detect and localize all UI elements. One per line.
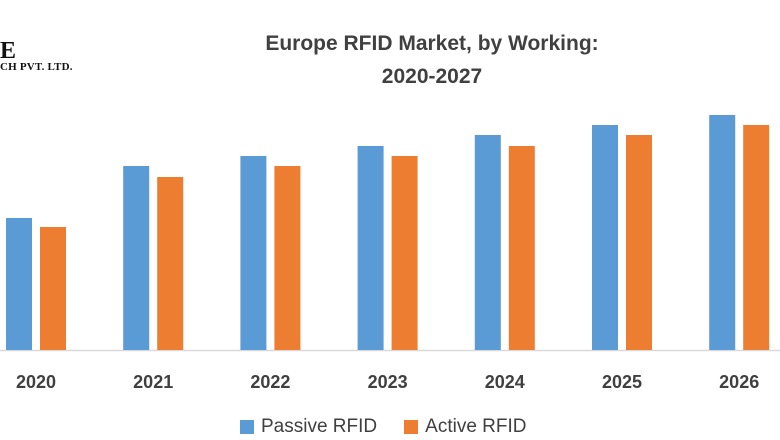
legend-swatch-active [404, 420, 419, 434]
x-tick-label: 2024 [485, 372, 525, 392]
chart-title-line-2: 2020-2027 [381, 65, 483, 88]
bar-passive-2021 [123, 166, 150, 350]
bar-passive-2023 [357, 146, 384, 350]
x-tick-label: 2022 [250, 372, 290, 392]
x-tick-label: 2023 [368, 372, 408, 392]
legend-label-passive: Passive RFID [261, 416, 378, 437]
bar-active-2024 [508, 146, 535, 350]
bar-active-2021 [157, 177, 184, 350]
bar-active-2026 [743, 125, 770, 350]
bar-passive-2026 [709, 115, 736, 350]
x-tick-label: 2026 [719, 372, 759, 392]
bar-passive-2024 [474, 135, 501, 350]
legend-item-active: Active RFID [404, 416, 527, 438]
legend: Passive RFID Active RFID [240, 416, 554, 438]
bar-active-2022 [274, 166, 301, 350]
logo-text-small: CH PVT. LTD. [0, 61, 73, 73]
bar-passive-2025 [592, 125, 618, 350]
bar-passive-2020 [6, 218, 32, 350]
legend-swatch-passive [240, 420, 254, 434]
x-tick-label: 2021 [133, 372, 173, 392]
x-tick-label: 2025 [602, 372, 642, 392]
bar-active-2023 [391, 156, 418, 350]
logo-text-large: E [0, 38, 17, 64]
chart-title-line-1: Europe RFID Market, by Working: [265, 32, 599, 55]
bar-active-2020 [40, 227, 66, 350]
bar-active-2025 [626, 135, 652, 350]
x-tick-label: 2020 [16, 372, 56, 392]
bar-passive-2022 [240, 156, 267, 350]
legend-label-active: Active RFID [425, 416, 527, 437]
legend-item-passive: Passive RFID [240, 416, 377, 438]
